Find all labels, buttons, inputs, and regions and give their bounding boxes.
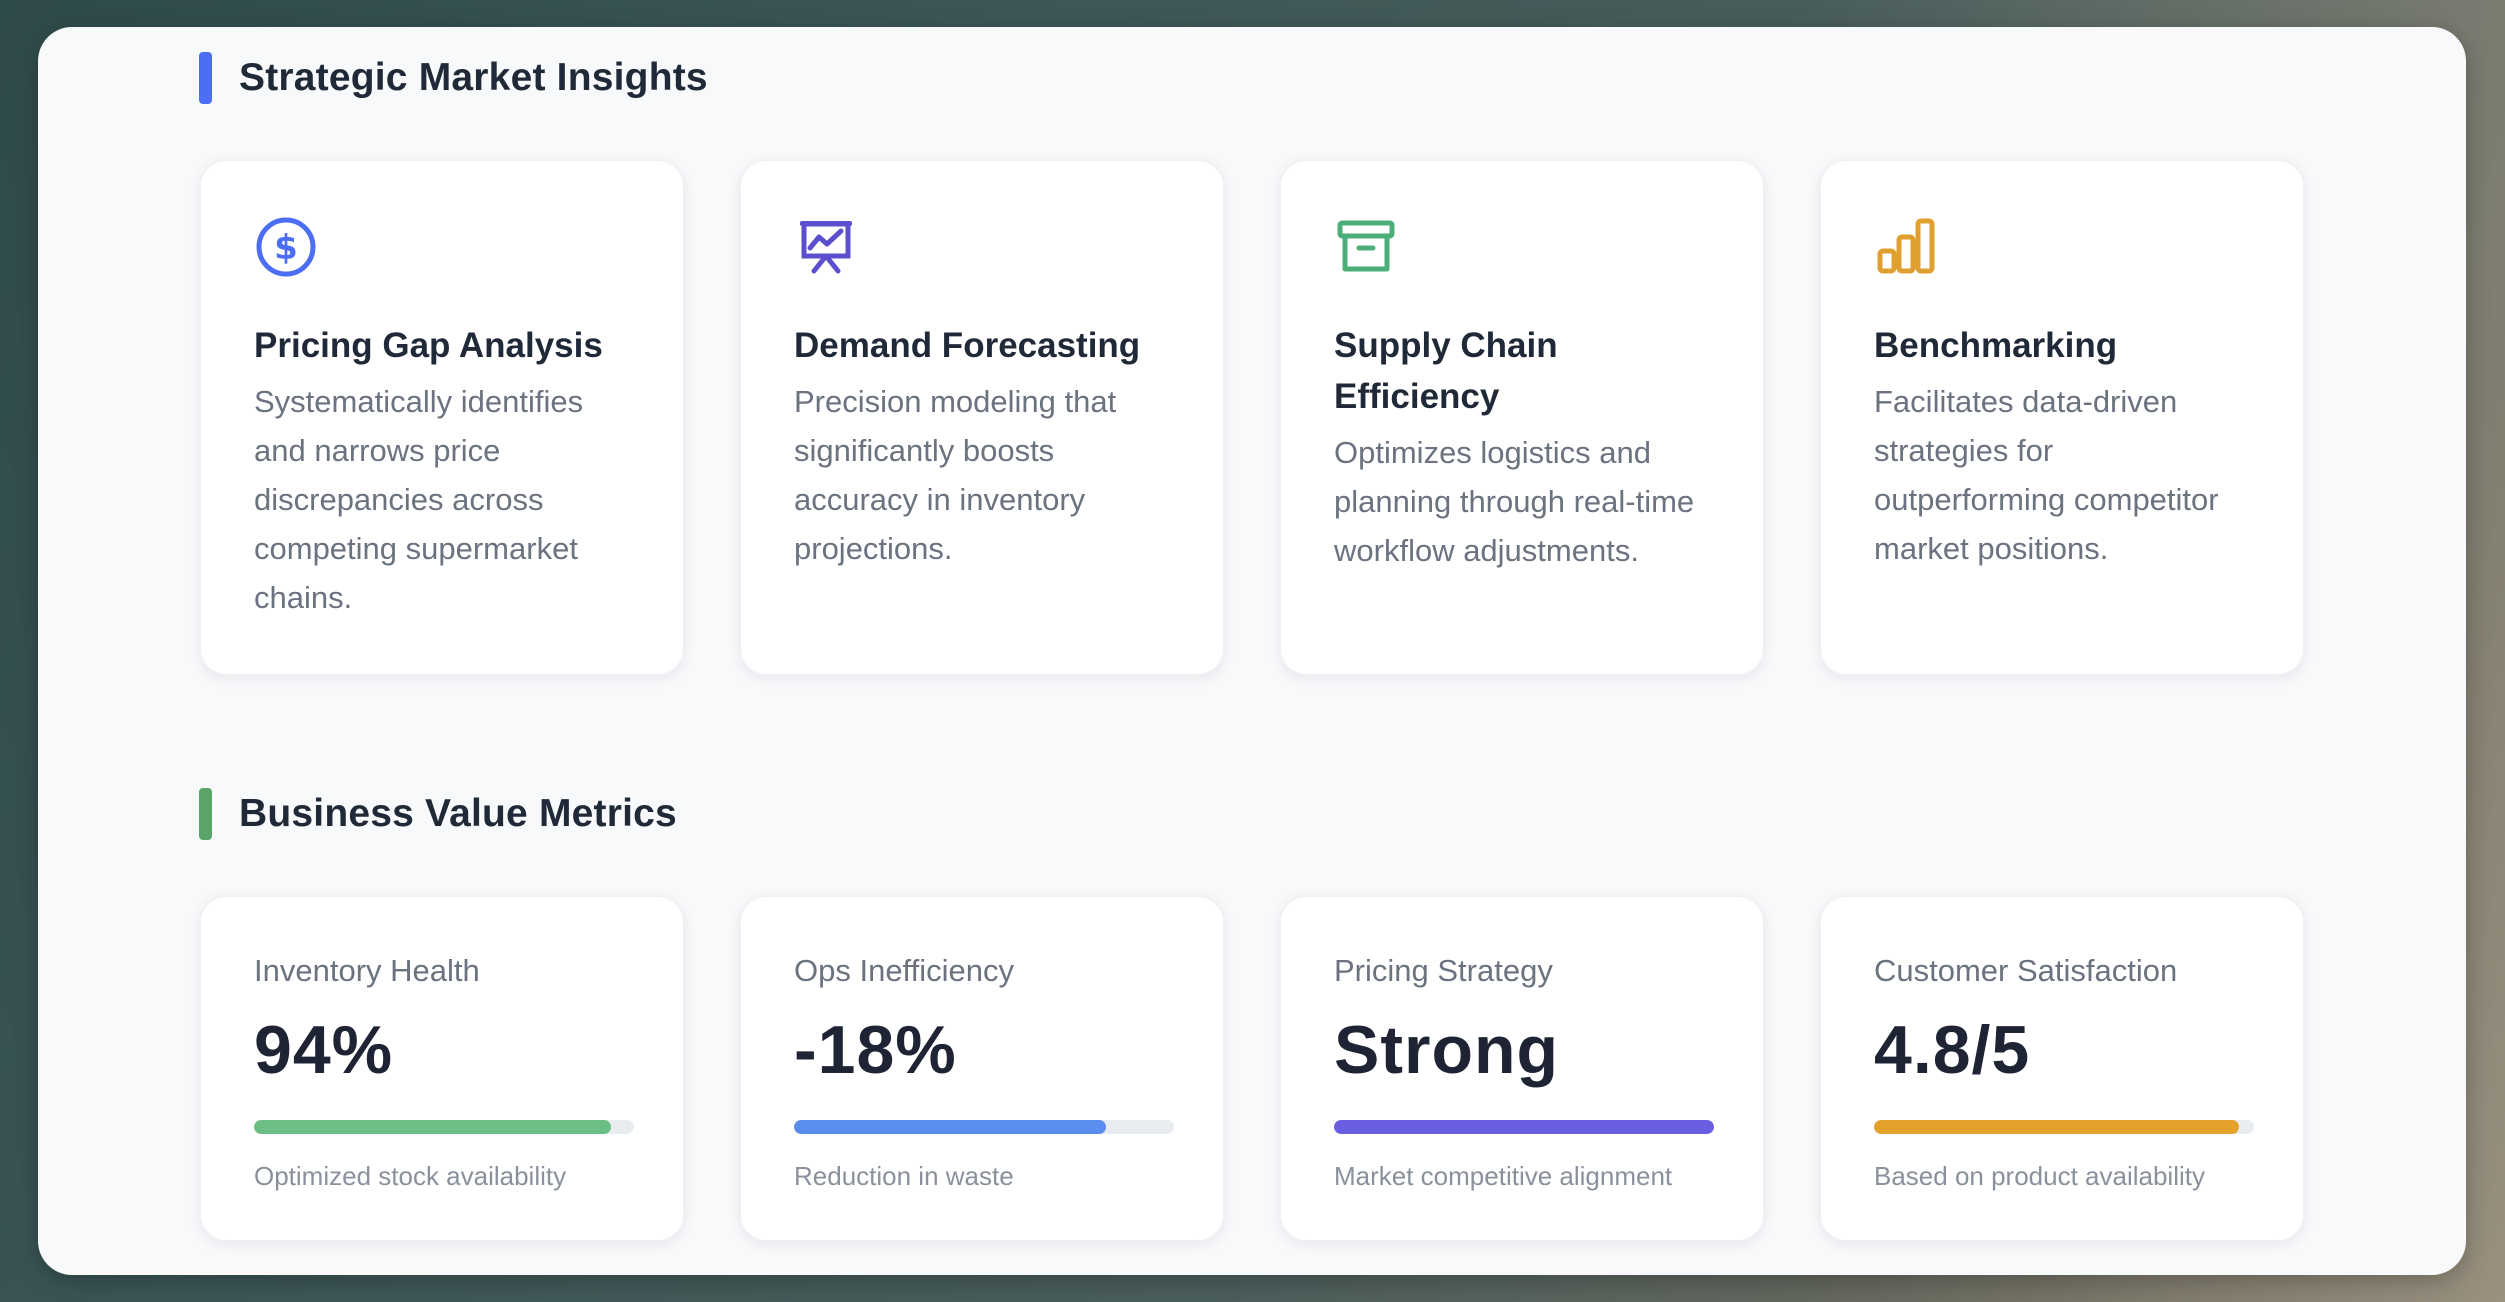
progress-track — [1334, 1120, 1714, 1134]
section-header-metrics: Business Value Metrics — [199, 788, 677, 840]
title-line: Efficiency — [1334, 377, 1500, 416]
metric-note: Optimized stock availability — [254, 1161, 567, 1191]
desc-line: competing supermarket — [254, 531, 578, 566]
section-title: Strategic Market Insights — [239, 56, 708, 99]
card-description: Optimizes logistics and planning through… — [1334, 428, 1711, 575]
desc-line: market positions. — [1874, 531, 2109, 566]
progress-fill — [1334, 1120, 1714, 1134]
metric-note: Based on product availability — [1874, 1161, 2205, 1191]
metric-value: Strong — [1334, 1012, 1560, 1088]
card-description: Precision modeling that significantly bo… — [794, 377, 1171, 573]
metric-card-customer-satisfaction[interactable]: Customer Satisfaction 4.8/5 Based on pro… — [1820, 896, 2304, 1241]
desc-line: accuracy in inventory — [794, 482, 1086, 517]
desc-line: strategies for — [1874, 433, 2054, 468]
metric-label: Pricing Strategy — [1334, 953, 1553, 988]
presentation-chart-icon — [794, 215, 858, 279]
desc-line: significantly boosts — [794, 433, 1055, 468]
title-line: Supply Chain — [1334, 326, 1558, 365]
desc-line: planning through real-time — [1334, 484, 1695, 519]
metric-value: 94% — [254, 1012, 394, 1088]
progress-track — [1874, 1120, 2254, 1134]
progress-fill — [1874, 1120, 2239, 1134]
desc-line: projections. — [794, 531, 953, 566]
section-header-insights: Strategic Market Insights — [199, 52, 708, 104]
desc-line: chains. — [254, 580, 353, 615]
dollar-circle-icon: $ — [254, 215, 318, 279]
bar-chart-icon — [1874, 215, 1938, 279]
desc-line: workflow adjustments. — [1334, 533, 1639, 568]
metric-card-inventory-health[interactable]: Inventory Health 94% Optimized stock ava… — [200, 896, 684, 1241]
metric-card-pricing-strategy[interactable]: Pricing Strategy Strong Market competiti… — [1280, 896, 1764, 1241]
metric-note: Reduction in waste — [794, 1161, 1014, 1191]
desc-line: discrepancies across — [254, 482, 544, 517]
desc-line: and narrows price — [254, 433, 501, 468]
content-panel: Strategic Market Insights $ Pricing Gap … — [38, 27, 2466, 1275]
svg-text:$: $ — [274, 228, 298, 268]
desc-line: outperforming competitor — [1874, 482, 2219, 517]
card-description: Systematically identifies and narrows pr… — [254, 377, 631, 622]
metric-value: -18% — [794, 1012, 957, 1088]
card-title: Demand Forecasting — [794, 326, 1141, 365]
insights-row: $ Pricing Gap Analysis Systematically id… — [200, 160, 2304, 675]
metric-label: Ops Inefficiency — [794, 953, 1014, 988]
metric-value: 4.8/5 — [1874, 1012, 2031, 1088]
progress-fill — [254, 1120, 612, 1134]
card-title: Pricing Gap Analysis — [254, 326, 603, 365]
insight-card-pricing-gap[interactable]: $ Pricing Gap Analysis Systematically id… — [200, 160, 684, 675]
card-description: Facilitates data-driven strategies for o… — [1874, 377, 2251, 573]
metric-label: Inventory Health — [254, 953, 480, 988]
progress-track — [794, 1120, 1174, 1134]
section-title: Business Value Metrics — [239, 792, 677, 835]
desc-line: Optimizes logistics and — [1334, 435, 1652, 470]
archive-box-icon — [1334, 215, 1398, 279]
progress-fill — [794, 1120, 1106, 1134]
metric-card-ops-inefficiency[interactable]: Ops Inefficiency -18% Reduction in waste — [740, 896, 1224, 1241]
insight-card-supply-chain[interactable]: Supply Chain Efficiency Optimizes logist… — [1280, 160, 1764, 675]
insight-card-demand-forecasting[interactable]: Demand Forecasting Precision modeling th… — [740, 160, 1224, 675]
metric-label: Customer Satisfaction — [1874, 953, 2178, 988]
metric-note: Market competitive alignment — [1334, 1161, 1673, 1191]
card-title: Supply Chain Efficiency — [1334, 320, 1711, 422]
desc-line: Precision modeling that — [794, 384, 1117, 419]
section-accent-bar — [199, 52, 212, 104]
section-accent-bar — [199, 788, 212, 840]
metrics-row: Inventory Health 94% Optimized stock ava… — [200, 896, 2304, 1241]
insight-card-benchmarking[interactable]: Benchmarking Facilitates data-driven str… — [1820, 160, 2304, 675]
card-title: Benchmarking — [1874, 326, 2118, 365]
desc-line: Facilitates data-driven — [1874, 384, 2178, 419]
progress-track — [254, 1120, 634, 1134]
desc-line: Systematically identifies — [254, 384, 584, 419]
